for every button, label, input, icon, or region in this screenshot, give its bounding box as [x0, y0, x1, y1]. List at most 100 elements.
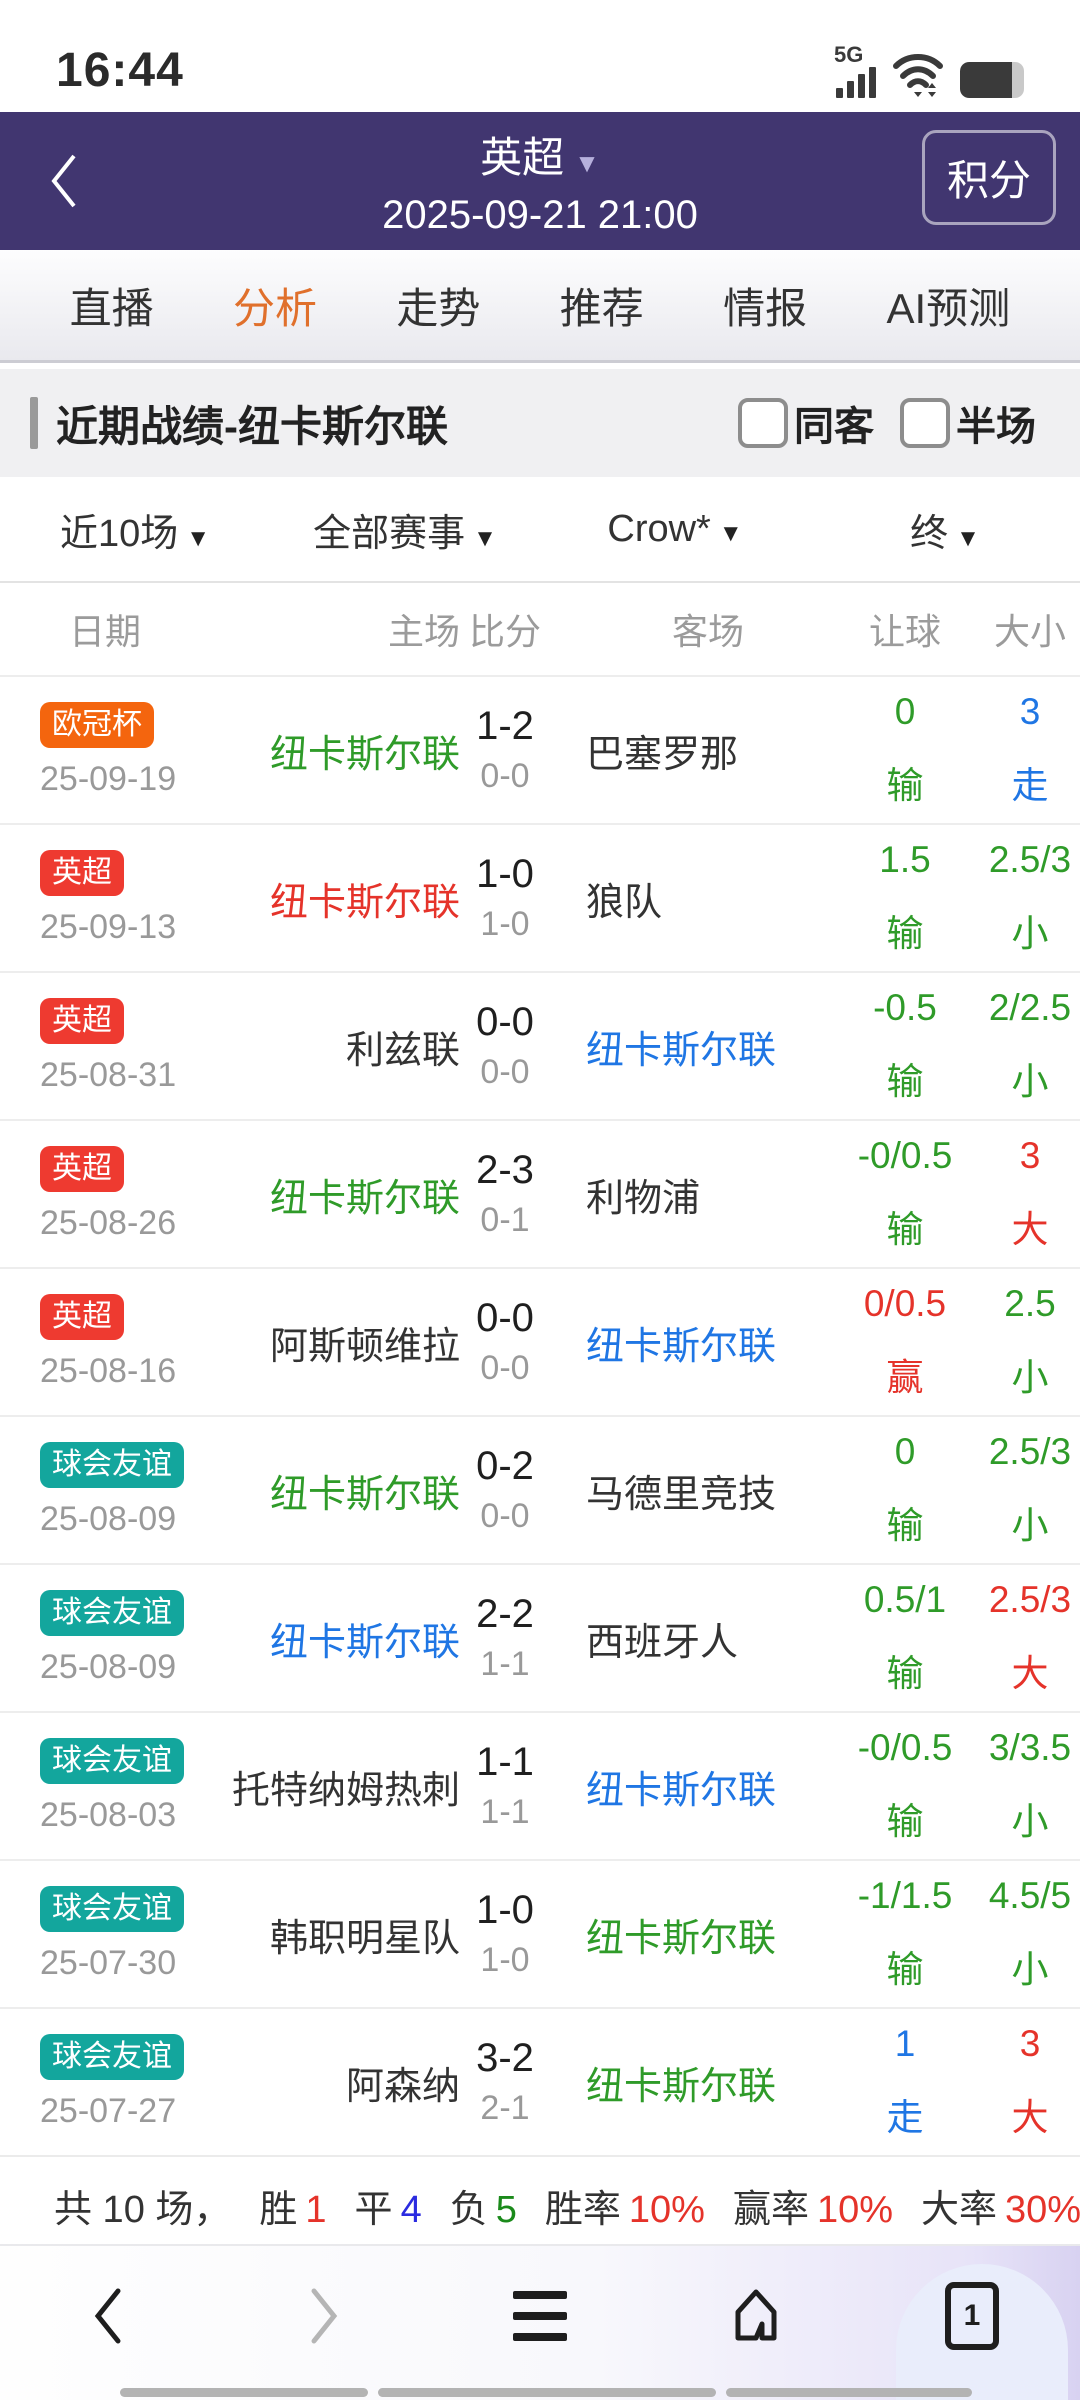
cellular-signal-icon: 5G [834, 44, 876, 98]
system-nav-bar: 1 [0, 2244, 1080, 2400]
handicap-line: 0 [894, 1431, 916, 1472]
over-under-result: 大 [1011, 2097, 1049, 2138]
over-under-result: 小 [1011, 1357, 1049, 1398]
tab[interactable]: 直播 [69, 284, 154, 332]
over-under-line: 3 [1019, 2023, 1041, 2064]
home-team: 利兹联 [345, 1029, 460, 1072]
full-time-score: 3-2 [476, 2036, 534, 2080]
handicap-result: 输 [886, 1209, 924, 1250]
away-team: 纽卡斯尔联 [586, 2065, 777, 2108]
tab[interactable]: 情报 [723, 284, 808, 332]
table-row[interactable]: 欧冠杯 25-09-19 纽卡斯尔联 1-2 0-0 巴塞罗那 0 输 3 走 [0, 675, 1080, 823]
match-date: 25-09-19 [40, 759, 177, 798]
table-row[interactable]: 球会友谊 25-07-30 韩职明星队 1-0 1-0 纽卡斯尔联 -1/1.5… [0, 1859, 1080, 2007]
tab[interactable]: 分析 [233, 284, 318, 332]
over-under-line: 3 [1019, 691, 1041, 732]
back-button[interactable] [26, 112, 100, 250]
tab[interactable]: 推荐 [559, 284, 644, 332]
over-under-cell: 3 走 [980, 691, 1080, 809]
table-row[interactable]: 英超 25-09-13 纽卡斯尔联 1-0 1-0 狼队 1.5 输 2.5/3… [0, 823, 1080, 971]
over-under-cell: 2.5 小 [980, 1283, 1080, 1401]
standings-button[interactable]: 积分 [921, 130, 1056, 225]
table-row[interactable]: 球会友谊 25-08-03 托特纳姆热刺 1-1 1-1 纽卡斯尔联 -0/0.… [0, 1711, 1080, 1859]
nav-back-button[interactable] [0, 2285, 216, 2347]
score-cell: 1-2 0-0 [460, 704, 550, 796]
over-under-line: 3/3.5 [988, 1727, 1072, 1768]
table-row[interactable]: 英超 25-08-16 阿斯顿维拉 0-0 0-0 纽卡斯尔联 0/0.5 赢 … [0, 1267, 1080, 1415]
summary-row: 共 10 场， 胜 1 平 4 负 5 胜率 10% 赢率 10% 大率 30% [0, 2155, 1080, 2253]
away-team: 纽卡斯尔联 [586, 1029, 777, 1072]
over-under-result: 小 [1011, 1801, 1049, 1842]
filter-dropdown[interactable]: Crow* ▼ [607, 507, 743, 550]
table-row[interactable]: 球会友谊 25-08-09 纽卡斯尔联 0-2 0-0 马德里竞技 0 输 2.… [0, 1415, 1080, 1563]
caret-down-icon: ▼ [186, 524, 211, 552]
tab[interactable]: 走势 [396, 284, 481, 332]
checkbox-group: 同客 半场 [738, 394, 1036, 452]
filter-dropdown[interactable]: 近10场 ▼ [59, 512, 211, 555]
nav-forward-button[interactable] [216, 2285, 432, 2347]
match-date: 25-07-30 [40, 1943, 177, 1982]
section-title: 近期战绩-纽卡斯尔联 [56, 402, 448, 450]
accent-bar [30, 397, 38, 449]
score-cell: 0-0 0-0 [460, 1296, 550, 1388]
handicap-result: 赢 [886, 1357, 924, 1398]
wifi-icon [892, 52, 944, 98]
col-home: 主场 [387, 611, 460, 652]
summary-stat: 赢率 10% [732, 2188, 894, 2231]
away-team: 西班牙人 [586, 1621, 739, 1664]
table-row[interactable]: 英超 25-08-26 纽卡斯尔联 2-3 0-1 利物浦 -0/0.5 输 3… [0, 1119, 1080, 1267]
over-under-cell: 3/3.5 小 [980, 1727, 1080, 1845]
home-team: 阿斯顿维拉 [269, 1325, 460, 1368]
league-selector[interactable]: 英超 ▼ [0, 124, 1080, 185]
checkbox[interactable] [738, 398, 788, 448]
table-row[interactable]: 英超 25-08-31 利兹联 0-0 0-0 纽卡斯尔联 -0.5 输 2/2… [0, 971, 1080, 1119]
league-badge: 英超 [40, 1293, 124, 1340]
table-row[interactable]: 球会友谊 25-07-27 阿森纳 3-2 2-1 纽卡斯尔联 1 走 3 大 [0, 2007, 1080, 2155]
handicap-cell: -0.5 输 [830, 987, 980, 1105]
over-under-cell: 2/2.5 小 [980, 987, 1080, 1105]
tabs-icon: 1 [945, 2282, 999, 2350]
handicap-cell: -1/1.5 输 [830, 1875, 980, 1993]
league-badge: 英超 [40, 849, 124, 896]
match-date: 25-08-09 [40, 1647, 177, 1686]
gesture-bar[interactable] [0, 2388, 1080, 2398]
tab-bar: 直播 分析 走势 推荐 情报 AI预测 [0, 250, 1080, 363]
over-under-cell: 2.5/3 小 [980, 1431, 1080, 1549]
tab[interactable]: AI预测 [886, 284, 1011, 332]
over-under-cell: 3 大 [980, 1135, 1080, 1253]
league-badge: 球会友谊 [40, 2033, 184, 2080]
league-badge: 球会友谊 [40, 1441, 184, 1488]
full-time-score: 0-2 [476, 1444, 534, 1488]
over-under-line: 2/2.5 [988, 987, 1072, 1028]
table-row[interactable]: 球会友谊 25-08-09 纽卡斯尔联 2-2 1-1 西班牙人 0.5/1 输… [0, 1563, 1080, 1711]
handicap-cell: -0/0.5 输 [830, 1135, 980, 1253]
away-team: 纽卡斯尔联 [586, 1325, 777, 1368]
match-date: 25-08-26 [40, 1203, 177, 1242]
away-team: 纽卡斯尔联 [586, 1917, 777, 1960]
away-team: 利物浦 [586, 1177, 701, 1220]
handicap-line: -0/0.5 [857, 1135, 953, 1176]
nav-tabs-button[interactable]: 1 [864, 2282, 1080, 2350]
handicap-result: 输 [886, 1061, 924, 1102]
checkbox-option[interactable]: 半场 [900, 394, 1036, 452]
handicap-line: 1.5 [879, 839, 931, 880]
chevron-down-icon: ▼ [574, 148, 600, 178]
score-cell: 1-1 1-1 [460, 1740, 550, 1832]
full-time-score: 1-0 [476, 1888, 534, 1932]
checkbox-option[interactable]: 同客 [738, 394, 874, 452]
filter-dropdown[interactable]: 终 ▼ [910, 512, 980, 555]
over-under-cell: 2.5/3 大 [980, 1579, 1080, 1697]
nav-home-button[interactable] [648, 2284, 864, 2348]
over-under-line: 2.5/3 [988, 839, 1072, 880]
away-team: 纽卡斯尔联 [586, 1769, 777, 1812]
handicap-line: 0.5/1 [863, 1579, 947, 1620]
over-under-line: 4.5/5 [988, 1875, 1072, 1916]
caret-down-icon: ▼ [473, 524, 497, 552]
filter-dropdown[interactable]: 全部赛事 ▼ [313, 512, 497, 555]
menu-icon [513, 2291, 567, 2341]
home-team: 韩职明星队 [269, 1917, 460, 1960]
nav-menu-button[interactable] [432, 2291, 648, 2341]
checkbox[interactable] [900, 398, 950, 448]
